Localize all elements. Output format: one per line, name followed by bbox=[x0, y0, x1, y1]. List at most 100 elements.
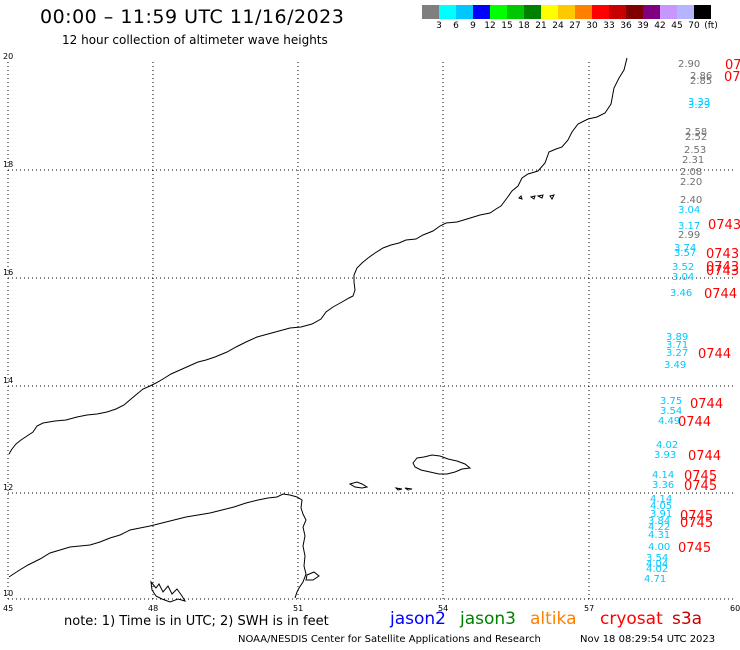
coastline-somalia bbox=[8, 493, 307, 599]
wave-height-value: 3.91 bbox=[650, 509, 672, 520]
pass-time-label: 07 bbox=[724, 70, 740, 85]
wave-height-value: 3.49 bbox=[664, 360, 686, 371]
wave-height-value: 2.40 bbox=[680, 195, 702, 206]
island-kuria-2 bbox=[529, 195, 536, 200]
latitude-labels: 20 18 16 14 12 10 bbox=[3, 52, 13, 598]
island-socotra bbox=[412, 454, 472, 475]
wave-height-value: 3.75 bbox=[660, 396, 682, 407]
mission-legend-altika: altika bbox=[530, 609, 577, 629]
island-small-3 bbox=[404, 487, 413, 491]
wave-height-value: 4.49 bbox=[658, 416, 680, 427]
longitude-labels: 45 48 51 54 57 60 bbox=[3, 604, 740, 613]
pass-time-label: 0743 bbox=[706, 247, 739, 262]
wave-height-value: 4.02 bbox=[656, 440, 678, 451]
color-swatch bbox=[524, 5, 541, 19]
color-swatch bbox=[626, 5, 643, 19]
wave-height-value: 2.08 bbox=[680, 167, 702, 178]
color-swatch bbox=[541, 5, 558, 19]
color-swatch bbox=[490, 5, 507, 19]
color-scale-label: 24 bbox=[552, 21, 564, 31]
cape-gardafui bbox=[305, 571, 320, 581]
wave-height-value: 2.31 bbox=[682, 155, 704, 166]
color-scale-label: 42 bbox=[654, 21, 666, 31]
wave-height-value: 3.17 bbox=[678, 221, 700, 232]
color-swatch bbox=[558, 5, 575, 19]
color-swatch bbox=[575, 5, 592, 19]
island-kuria-4 bbox=[549, 194, 555, 200]
color-scale-labels: 3 6 9 12 15 18 21 24 27 30 33 36 39 42 45 70 (ft) bbox=[422, 21, 740, 33]
latitude-label: 16 bbox=[3, 268, 13, 277]
wave-height-value: 3.52 bbox=[672, 262, 694, 273]
wave-height-value: 3.71 bbox=[666, 340, 688, 351]
pass-time-label: 0744 bbox=[698, 347, 731, 362]
color-scale-label: 30 bbox=[586, 21, 598, 31]
pass-time-label: 0745 bbox=[678, 541, 711, 556]
color-scale-label: 27 bbox=[569, 21, 581, 31]
wave-height-value: 3.74 bbox=[674, 243, 696, 254]
longitude-label: 45 bbox=[3, 604, 13, 613]
river-delta bbox=[150, 580, 187, 603]
page-title: 00:00 – 11:59 UTC 11/16/2023 bbox=[40, 6, 345, 28]
wave-height-value: 3.33 bbox=[688, 97, 710, 108]
color-swatch bbox=[592, 5, 609, 19]
color-swatch bbox=[677, 5, 694, 19]
page-subtitle: 12 hour collection of altimeter wave hei… bbox=[62, 33, 328, 47]
wave-height-value: 4.22 bbox=[648, 522, 670, 533]
wave-height-value: 3.89 bbox=[666, 332, 688, 343]
color-scale-label: 18 bbox=[518, 21, 530, 31]
coastline-arabia bbox=[8, 57, 628, 455]
color-scale-bar bbox=[422, 5, 711, 19]
color-scale-label: 33 bbox=[603, 21, 615, 31]
wave-height-value: 3.04 bbox=[678, 205, 700, 216]
color-scale-label: (ft) bbox=[704, 21, 718, 31]
pass-time-label: 0743 bbox=[706, 260, 739, 275]
pass-time-label: 0745 bbox=[684, 479, 717, 494]
graticule bbox=[7, 62, 735, 600]
wave-height-value: 2.86 bbox=[690, 71, 712, 82]
wave-height-value: 2.52 bbox=[685, 132, 707, 143]
wave-height-value: 2.99 bbox=[678, 230, 700, 241]
mission-legend-cryosat: cryosat bbox=[600, 609, 663, 629]
mission-legend-s3a: s3a bbox=[672, 609, 703, 629]
wave-height-value: 3.29 bbox=[688, 100, 710, 111]
latitude-label: 10 bbox=[3, 589, 13, 598]
color-swatch bbox=[609, 5, 626, 19]
color-scale-label: 12 bbox=[484, 21, 496, 31]
wave-height-value: 4.31 bbox=[648, 530, 670, 541]
latitude-label: 18 bbox=[3, 160, 13, 169]
color-swatch bbox=[507, 5, 524, 19]
pass-time-label: 0745 bbox=[680, 509, 713, 524]
mission-legend-jason2: jason2 bbox=[390, 609, 446, 629]
wave-height-value: 3.57 bbox=[674, 248, 696, 259]
longitude-label: 51 bbox=[293, 604, 303, 613]
longitude-label: 48 bbox=[148, 604, 158, 613]
wave-height-value: 2.90 bbox=[678, 59, 700, 70]
latitude-label: 12 bbox=[3, 483, 13, 492]
latitude-label: 14 bbox=[3, 376, 13, 385]
color-scale-label: 15 bbox=[501, 21, 513, 31]
wave-height-value: 4.71 bbox=[644, 574, 666, 585]
color-scale-label: 3 bbox=[436, 21, 442, 31]
color-scale-label: 6 bbox=[453, 21, 459, 31]
longitude-label: 54 bbox=[438, 604, 448, 613]
longitude-label: 60 bbox=[730, 604, 740, 613]
pass-time-label: 0744 bbox=[678, 415, 711, 430]
wave-height-value: 2.58 bbox=[685, 127, 707, 138]
color-scale-label: 70 bbox=[688, 21, 700, 31]
wave-height-value: 3.84 bbox=[648, 516, 670, 527]
wave-height-value: 3.27 bbox=[666, 348, 688, 359]
color-swatch bbox=[694, 5, 711, 19]
wave-height-value: 4.02 bbox=[646, 564, 668, 575]
color-swatch bbox=[660, 5, 677, 19]
credit-text: NOAA/NESDIS Center for Satellite Applica… bbox=[238, 634, 541, 645]
wave-height-value: 3.46 bbox=[670, 288, 692, 299]
wave-height-value: 3.54 bbox=[646, 553, 668, 564]
generated-timestamp: Nov 18 08:29:54 UTC 2023 bbox=[580, 634, 716, 645]
pass-time-label: 0743 bbox=[706, 264, 739, 279]
wave-height-value: 3.54 bbox=[660, 406, 682, 417]
color-swatch bbox=[456, 5, 473, 19]
color-scale-label: 36 bbox=[620, 21, 632, 31]
island-small-1 bbox=[348, 481, 369, 489]
wave-height-value: 3.04 bbox=[672, 272, 694, 283]
